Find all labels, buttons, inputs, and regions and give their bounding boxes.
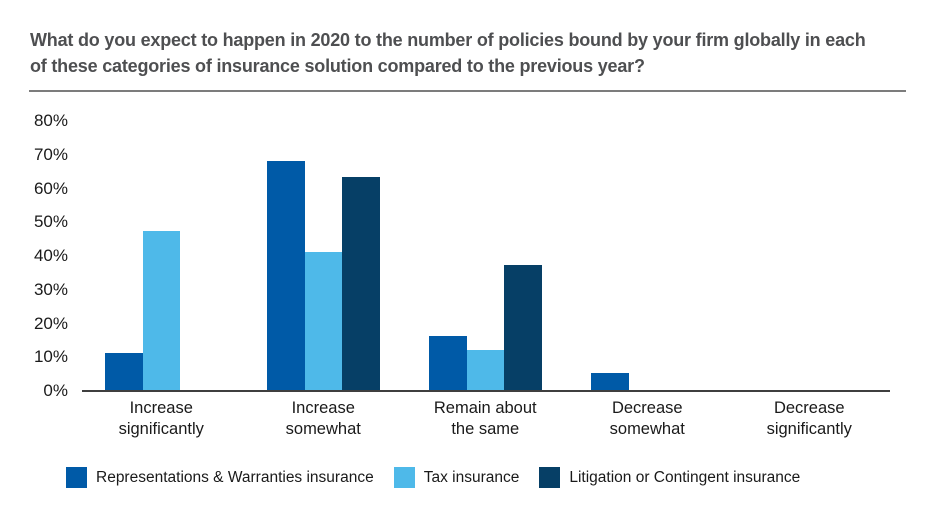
category-label: Decrease significantly — [766, 399, 852, 438]
legend-swatch-icon — [66, 467, 87, 488]
y-axis-tick-label: 20% — [33, 313, 68, 333]
legend-item-2: Tax insurance — [393, 467, 520, 488]
legend-label: Litigation or Contingent insurance — [569, 468, 801, 486]
x-axis-line — [82, 390, 890, 392]
category-label: Increase significantly — [118, 399, 204, 438]
legend-item-3: Litigation or Contingent insurance — [539, 467, 800, 488]
legend-label: Tax insurance — [423, 468, 520, 486]
bar-series2-cat1 — [142, 231, 180, 390]
bar-series3-cat3 — [504, 265, 542, 390]
y-axis-tick-label: 50% — [33, 212, 68, 232]
bar-series1-cat3 — [429, 336, 467, 390]
bar-series2-cat2 — [304, 251, 342, 390]
chart-title: What do you expect to happen in 2020 to … — [30, 27, 930, 79]
bar-series1-cat2 — [267, 160, 305, 390]
chart-title-line-2: of these categories of insurance solutio… — [30, 56, 645, 76]
legend: Representations & Warranties insurance Ta… — [66, 467, 800, 488]
bar-series2-cat3 — [466, 349, 504, 390]
bar-series1-cat1 — [105, 352, 143, 390]
y-axis-tick-label: 0% — [43, 381, 68, 400]
title-divider-rule — [29, 90, 906, 92]
category-label: Increase somewhat — [285, 399, 361, 438]
bar-series3-cat2 — [342, 177, 380, 390]
legend-swatch-icon — [539, 467, 561, 488]
legend-label: Representations & Warranties insurance — [96, 468, 374, 486]
y-axis-tick-label: 40% — [33, 246, 68, 265]
category-label: Decrease somewhat — [609, 399, 685, 438]
y-axis-tick-label: 30% — [33, 279, 68, 299]
y-axis-tick-label: 10% — [33, 347, 68, 367]
category-label: Remain about the same — [433, 399, 537, 438]
plot-area — [82, 110, 890, 390]
bar-chart: 0% 10% 20% 30% 40% 50% 60% 70% 80% Increase sign… — [0, 100, 943, 512]
chart-title-line-1: What do you expect to happen in 2020 to … — [30, 30, 866, 50]
y-axis-tick-label: 70% — [33, 144, 68, 164]
bar-series1-cat4 — [591, 373, 629, 390]
legend-item-1: Representations & Warranties insurance — [66, 467, 374, 488]
y-axis-tick-label: 60% — [33, 178, 68, 198]
y-axis-tick-label: 80% — [33, 111, 68, 130]
legend-swatch-icon — [393, 467, 415, 488]
